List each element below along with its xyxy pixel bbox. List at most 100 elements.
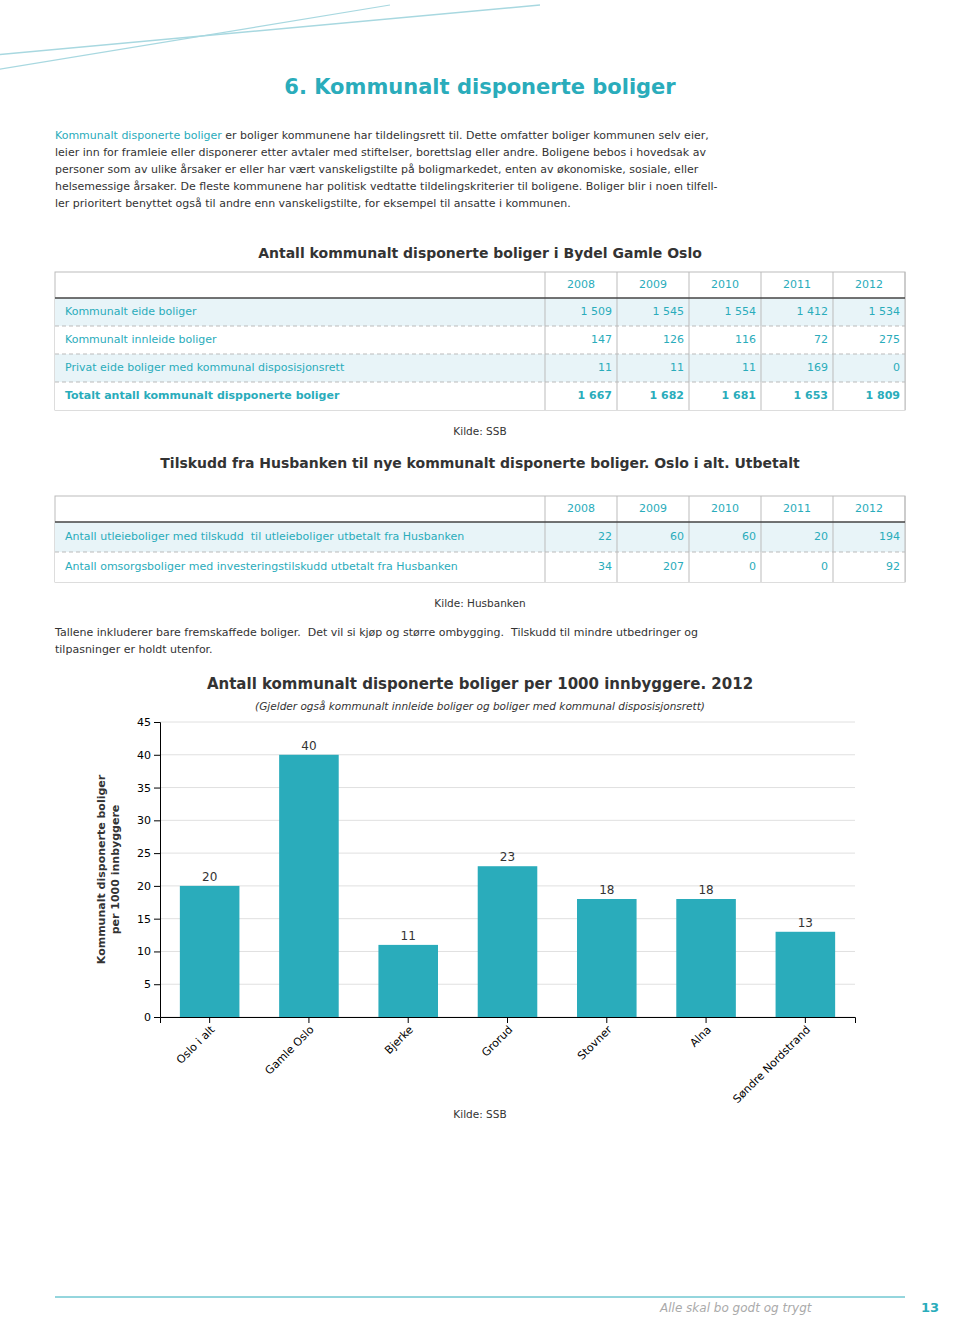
column-separator (905, 272, 906, 410)
bar (577, 899, 637, 1017)
column-header: 2010 (711, 502, 739, 515)
footer-text: Alle skal bo godt og trygt (659, 1301, 813, 1315)
cell-value: 116 (735, 333, 756, 346)
tick: Alna (687, 1017, 713, 1050)
cell-value: 60 (742, 530, 756, 543)
cell-value: 1 554 (725, 305, 757, 318)
bar (478, 866, 538, 1017)
y-axis-title: Kommunalt disponerte boligerper 1000 inn… (95, 774, 121, 964)
data-label: 18 (599, 883, 614, 897)
grid-line (160, 754, 855, 755)
intro-line: ler prioritert benyttet også til andre e… (55, 197, 571, 210)
tick-label: 10 (137, 945, 151, 958)
data-label: 13 (798, 916, 813, 930)
tick: 15 (137, 913, 160, 926)
chart-subtitle: (Gjelder også kommunalt innleide boliger… (255, 700, 705, 712)
row-label: Kommunalt eide boliger (65, 305, 197, 318)
column-separator (545, 496, 546, 582)
tick-mark (154, 755, 160, 756)
row-label: Kommunalt innleide boliger (65, 333, 217, 346)
bar (378, 945, 438, 1017)
column-header: 2012 (855, 278, 883, 291)
tick-mark (805, 1017, 806, 1023)
table-row (55, 522, 905, 552)
tick: 5 (144, 978, 160, 991)
tick-label: 20 (137, 880, 151, 893)
bar (279, 755, 339, 1017)
tick-mark (308, 1017, 309, 1023)
tick-label: Søndre Nordstrand (731, 1023, 814, 1106)
tick-label: Alna (687, 1023, 713, 1049)
tick-mark (154, 919, 160, 920)
data-label: 18 (698, 883, 713, 897)
column-separator (545, 272, 546, 410)
column-separator (905, 496, 906, 582)
header-rule (55, 521, 905, 523)
table-row (55, 552, 905, 582)
grid-line (160, 787, 855, 788)
column-separator (761, 272, 762, 410)
tick-mark (154, 722, 160, 723)
grid-line (160, 722, 855, 723)
cell-value: 1 681 (722, 389, 756, 402)
tick: Grorud (479, 1017, 515, 1059)
tick-mark (154, 1017, 160, 1018)
chart: 20401123181813051015202530354045Oslo i a… (95, 716, 855, 1106)
tick-mark (209, 1017, 210, 1023)
cell-value: 11 (670, 361, 684, 374)
column-separator (617, 272, 618, 410)
cell-value: 72 (814, 333, 828, 346)
column-header: 2008 (567, 278, 595, 291)
column-header: 2010 (711, 278, 739, 291)
page: 6. Kommunalt disponerte boligerKommunalt… (0, 0, 960, 1320)
tick: 30 (137, 814, 160, 827)
intro-line: personer som av ulike årsaker er eller h… (55, 163, 699, 176)
cell-value: 0 (893, 361, 900, 374)
table-row (55, 382, 905, 410)
cell-value: 147 (591, 333, 612, 346)
chart-source: Kilde: SSB (453, 1108, 506, 1120)
tick-mark (154, 853, 160, 854)
tick: 35 (137, 782, 160, 795)
bars (180, 755, 835, 1017)
tick-mark (154, 984, 160, 985)
tick-label: 25 (137, 847, 151, 860)
column-separator (833, 272, 834, 410)
table: Antall kommunalt disponerte boliger i By… (55, 245, 905, 437)
tick-label: Oslo i alt (174, 1023, 218, 1067)
note-line: tilpasninger er holdt utenfor. (55, 643, 213, 656)
cell-value: 1 534 (869, 305, 901, 318)
cell-value: 34 (598, 560, 612, 573)
tick: Stovner (575, 1017, 615, 1063)
intro-line: Kommunalt disponerte boliger er boliger … (55, 129, 709, 142)
cell-value: 275 (879, 333, 900, 346)
table-row (55, 354, 905, 382)
data-label: 11 (401, 929, 416, 943)
row-label: Antall omsorgsboliger med investeringsti… (65, 560, 458, 573)
column-header: 2008 (567, 502, 595, 515)
tick: Oslo i alt (174, 1017, 218, 1067)
tick: 40 (137, 749, 160, 762)
column-header: 2011 (783, 278, 811, 291)
tick-mark (154, 820, 160, 821)
column-header: 2011 (783, 502, 811, 515)
tick-mark (408, 1017, 409, 1023)
table-frame (55, 496, 905, 582)
cell-value: 20 (814, 530, 828, 543)
cell-value: 1 682 (650, 389, 684, 402)
tick: Søndre Nordstrand (731, 1017, 814, 1106)
tick-mark (507, 1017, 508, 1023)
cell-value: 1 509 (581, 305, 613, 318)
tick: 45 (137, 716, 160, 729)
column-separator (617, 496, 618, 582)
tick-mark (154, 886, 160, 887)
row-separator (55, 552, 905, 553)
tick: Gamle Oslo (263, 1017, 317, 1077)
cell-value: 11 (742, 361, 756, 374)
cell-value: 207 (663, 560, 684, 573)
axis-line (161, 1018, 856, 1024)
table-source: Kilde: Husbanken (434, 597, 525, 609)
column-separator (689, 496, 690, 582)
tick-label: 30 (137, 814, 151, 827)
tick-label: 0 (144, 1011, 151, 1024)
